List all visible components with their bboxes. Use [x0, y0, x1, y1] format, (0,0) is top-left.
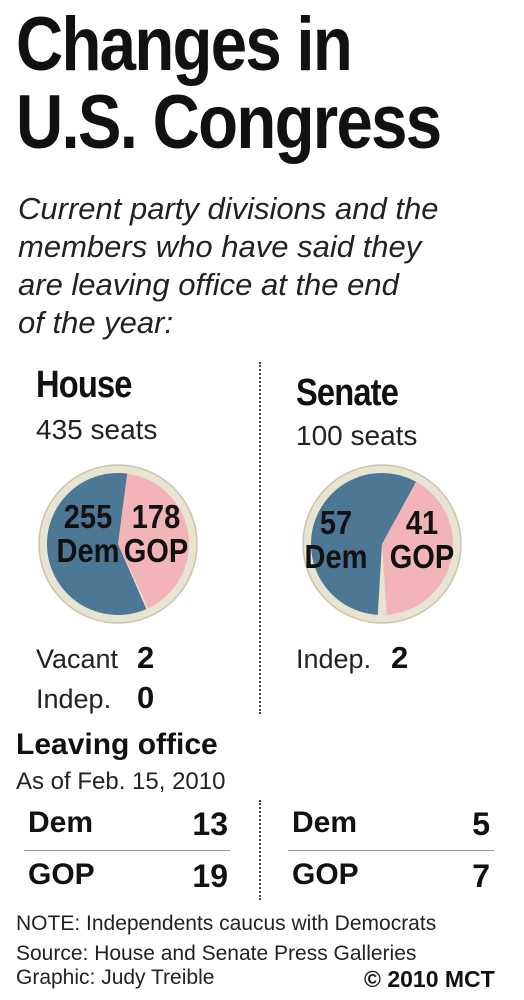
chart-subtitle: Current party divisions and the members … [18, 190, 518, 342]
senate-gop-row-label: GOP [292, 858, 359, 891]
house-gop-value: 178 [131, 498, 181, 535]
house-title: House [36, 364, 132, 406]
footer-copyright: © 2010 MCT [364, 966, 495, 992]
senate-slice-indep [377, 544, 387, 616]
senate-gop-value: 41 [405, 504, 439, 541]
house-pie [38, 464, 198, 624]
house-gop-label: 178 GOP [119, 500, 193, 568]
title-line-1: Changes in [16, 2, 353, 87]
house-indep-label: Indep. [36, 684, 112, 714]
house-dem-value: 255 [63, 498, 113, 535]
house-vacant-label: Vacant [36, 644, 119, 674]
house-vacant-value: 2 [137, 640, 155, 675]
senate-dem-label: 57 Dem [303, 506, 370, 574]
senate-gop-leaving: 7 [472, 858, 490, 894]
house-row-divider [24, 850, 230, 851]
footer-note: NOTE: Independents caucus with Democrats [16, 912, 437, 935]
house-dem-label: 255 Dem [53, 500, 123, 568]
senate-indep-value: 2 [391, 640, 409, 675]
senate-row-divider [288, 850, 494, 851]
subtitle-line: Current party divisions and the [18, 191, 439, 226]
subtitle-line: are leaving office at the end [18, 267, 399, 302]
title-line-2: U.S. Congress [16, 80, 442, 165]
senate-gop-label: 41 GOP [385, 506, 459, 574]
house-gop-row-label: GOP [28, 858, 95, 891]
senate-dem-name: Dem [304, 538, 368, 575]
column-divider [259, 362, 261, 714]
footer-source: Source: House and Senate Press Galleries [16, 942, 417, 965]
senate-pie [302, 464, 462, 624]
senate-gop-name: GOP [389, 538, 455, 575]
house-slice-dem [47, 473, 147, 616]
house-seats: 435 seats [36, 414, 158, 445]
house-gop-leaving: 19 [192, 858, 228, 894]
senate-dem-row-label: Dem [292, 806, 358, 839]
house-dem-name: Dem [56, 532, 120, 569]
senate-slice-dem [311, 472, 417, 615]
senate-slice-gop [382, 481, 454, 615]
leaving-office-title: Leaving office [16, 728, 218, 761]
house-slice-vacant [118, 544, 149, 610]
house-gop-name: GOP [123, 532, 189, 569]
table-divider [259, 800, 261, 900]
subtitle-line: of the year: [18, 305, 174, 340]
house-indep-value: 0 [137, 680, 155, 715]
leaving-office-date: As of Feb. 15, 2010 [16, 768, 226, 795]
house-slice-gop [118, 473, 189, 609]
senate-seats: 100 seats [296, 420, 418, 451]
chart-title: Changes in U.S. Congress [16, 6, 446, 162]
senate-title: Senate [296, 372, 399, 414]
subtitle-line: members who have said they [18, 229, 422, 264]
house-dem-row-label: Dem [28, 806, 94, 839]
senate-dem-value: 57 [319, 504, 353, 541]
house-dem-leaving: 13 [192, 806, 228, 842]
footer-credit: Graphic: Judy Treible [16, 966, 215, 989]
senate-indep-label: Indep. [296, 644, 372, 674]
senate-dem-leaving: 5 [472, 806, 490, 842]
